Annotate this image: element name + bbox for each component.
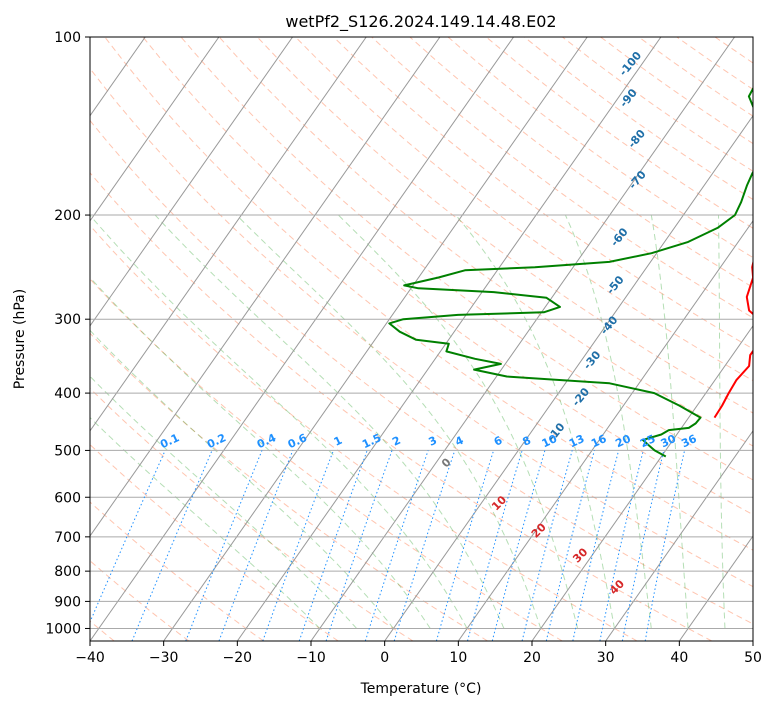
isotherm: [90, 37, 514, 641]
mixing-ratio-line: [218, 450, 294, 641]
isotherm: [384, 114, 753, 641]
y-tick-label: 1000: [45, 621, 81, 637]
y-tick-label: 700: [54, 530, 81, 546]
mixing-ratio-label: 36: [679, 432, 699, 450]
x-tick-label: 30: [597, 650, 615, 666]
y-tick-label: 100: [54, 30, 81, 46]
x-tick-label: 10: [449, 650, 467, 666]
isotherm: [457, 219, 753, 641]
chart-title: wetPf2_S126.2024.149.14.48.E02: [285, 12, 556, 32]
dry-adiabat: [90, 67, 753, 588]
dry-adiabat: [90, 172, 712, 641]
x-tick-label: −40: [75, 650, 105, 666]
x-axis-title: Temperature (°C): [360, 681, 482, 697]
y-axis-title: Pressure (hPa): [12, 289, 28, 389]
dry-adiabat: [90, 278, 563, 641]
isotherm: [90, 37, 293, 327]
mixing-ratio-line: [545, 450, 595, 641]
dry-adiabat: [90, 224, 638, 641]
dry-adiabat: [256, 37, 753, 414]
dry-adiabat: [90, 501, 264, 641]
dry-adiabat: [90, 332, 488, 641]
dry-adiabat: [90, 119, 753, 625]
mixing-ratio-label: 16: [589, 432, 609, 450]
mixing-ratio-line: [521, 450, 573, 641]
y-tick-label: 900: [54, 594, 81, 610]
moist-adiabat: [90, 375, 357, 629]
mixing-ratio-line: [185, 450, 263, 641]
background-lines: [90, 37, 753, 641]
isotherm: [163, 37, 588, 641]
mixing-ratio-line: [325, 450, 393, 641]
x-tick-label: 0: [380, 650, 389, 666]
isotherm: [678, 535, 753, 641]
y-tick-label: 500: [54, 443, 81, 459]
isotherm: [236, 37, 662, 641]
mixing-ratio-line: [393, 450, 456, 641]
isotherm: [90, 37, 441, 537]
x-tick-label: −20: [223, 650, 253, 666]
mixing-ratio-line: [491, 450, 546, 641]
dry-adiabat: [218, 37, 753, 447]
x-tick-label: 20: [523, 650, 541, 666]
mixing-ratio-line: [131, 450, 213, 641]
y-tick-label: 600: [54, 490, 81, 506]
axis-ticks: −40 −30 −20 −10 0 10 20 30 40 50 100 200 300 400 500 60…: [45, 30, 762, 666]
isotherm: [605, 430, 753, 641]
x-tick-label: 50: [744, 650, 762, 666]
mixing-ratio-line: [467, 450, 523, 641]
x-tick-label: −30: [149, 650, 179, 666]
y-tick-label: 400: [54, 386, 81, 402]
mixing-ratio-line: [572, 450, 620, 641]
mixing-ratio-line: [90, 450, 166, 624]
dry-adiabat: [295, 37, 753, 382]
mixing-ratio-line: [364, 450, 429, 641]
mixing-ratio-label: 25: [638, 432, 657, 450]
y-tick-label: 800: [54, 564, 81, 580]
isotherm: [310, 37, 735, 641]
plot-frame: [89, 36, 754, 642]
isotherm: [90, 37, 367, 432]
dry-adiabat: [104, 37, 753, 551]
x-tick-label: −10: [296, 650, 326, 666]
profile-line: [388, 87, 753, 458]
mixing-ratio-label: 30: [659, 432, 679, 450]
y-tick-label: 200: [54, 208, 81, 224]
mixing-ratio-label: 13: [567, 432, 586, 450]
dry-adiabat: [409, 37, 753, 288]
mixing-ratio-line: [435, 450, 495, 641]
mixing-ratio-line: [262, 450, 334, 641]
y-tick-label: 300: [54, 312, 81, 328]
dry-adiabat: [142, 37, 753, 516]
isotherm: [531, 324, 753, 641]
x-tick-label: 40: [670, 650, 688, 666]
isotherm: [90, 37, 220, 222]
mixing-ratio-label: 10: [540, 432, 560, 450]
plot-area: [90, 37, 753, 641]
mixing-ratio-line: [298, 450, 368, 641]
mixing-ratio-label: 20: [613, 432, 633, 450]
